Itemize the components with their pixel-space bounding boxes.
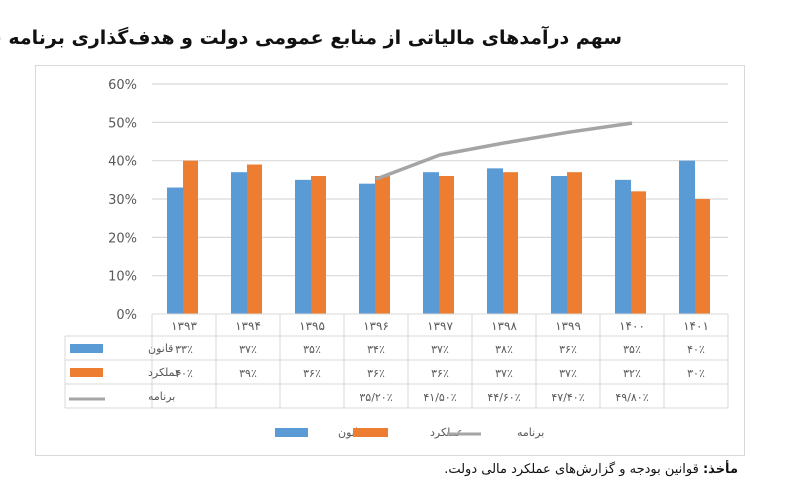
bar-law [295, 179, 311, 314]
source-text: قوانین بودجه و گزارش‌های عملکرد مالی دول… [444, 462, 699, 477]
legend-swatch [70, 368, 103, 377]
legend-swatch [70, 344, 103, 353]
bar-performance [311, 176, 326, 314]
legend-law-swatch [275, 428, 308, 437]
table-cell: ۴۹/۸۰٪ [615, 391, 648, 404]
bar-performance [247, 164, 262, 314]
chart-frame [35, 65, 745, 456]
table-cell: ۳۷٪ [431, 343, 449, 356]
bar-law [487, 168, 503, 314]
x-category-label: ۱۴۰۱ [683, 319, 709, 333]
bar-performance [567, 172, 582, 314]
bar-law [615, 179, 631, 314]
x-category-label: ۱۳۹۶ [363, 319, 389, 333]
y-tick-label: 10% [108, 270, 137, 285]
bar-performance [375, 176, 390, 314]
legend-performance-label: عملکرد [430, 426, 464, 439]
table-cell: ۴۷/۴۰٪ [551, 391, 584, 404]
bar-law [423, 172, 439, 314]
bar-performance [183, 160, 198, 314]
table-cell: ۴۰٪ [175, 367, 193, 380]
table-cell: ۳۵٪ [303, 343, 321, 356]
bar-performance [439, 176, 454, 314]
table-cell: ۳۵/۲۰٪ [359, 391, 392, 404]
source-note: مأخذ: قوانین بودجه و گزارش‌های عملکرد ما… [444, 462, 738, 477]
table-row-label: عملکرد [148, 366, 182, 379]
y-tick-label: 40% [108, 155, 137, 170]
table-cell: ۳۷٪ [495, 367, 513, 380]
source-label: مأخذ: [702, 462, 738, 477]
x-category-label: ۱۳۹۳ [171, 319, 197, 333]
x-category-label: ۱۳۹۴ [235, 319, 261, 333]
table-cell: ۳۹٪ [239, 367, 257, 380]
table-cell: ۳۷٪ [239, 343, 257, 356]
table-row-label: قانون [148, 342, 173, 355]
legend-program-label: برنامه [517, 426, 544, 439]
table-cell: ۳۶٪ [303, 367, 321, 380]
table-cell: ۴۱/۵۰٪ [423, 391, 456, 404]
legend-performance-swatch [353, 428, 388, 437]
x-category-label: ۱۳۹۵ [299, 319, 325, 333]
y-tick-label: 20% [108, 231, 137, 246]
table-cell: ۳۴٪ [367, 343, 385, 356]
table-cell: ۳۶٪ [559, 343, 577, 356]
table-cell: ۳۰٪ [687, 367, 705, 380]
bar-law [359, 183, 375, 314]
bar-law [551, 176, 567, 314]
table-cell: ۳۶٪ [431, 367, 449, 380]
table-cell: ۳۸٪ [495, 343, 513, 356]
bar-performance [503, 172, 518, 314]
chart-title: سهم درآمدهای مالیاتی از منابع عمومی دولت… [0, 27, 622, 49]
table-cell: ۳۶٪ [367, 367, 385, 380]
table-cell: ۳۲٪ [623, 367, 641, 380]
table-cell: ۳۳٪ [175, 343, 193, 356]
bar-performance [631, 191, 646, 314]
bar-law [679, 160, 695, 314]
y-tick-label: 30% [108, 193, 137, 208]
y-tick-label: 0% [116, 308, 137, 323]
y-tick-label: 60% [108, 78, 137, 93]
bar-law [231, 172, 247, 314]
table-cell: ۴۰٪ [687, 343, 705, 356]
table-cell: ۳۵٪ [623, 343, 641, 356]
bar-performance [695, 199, 710, 314]
table-cell: ۴۴/۶۰٪ [487, 391, 520, 404]
y-tick-label: 50% [108, 116, 137, 131]
x-category-label: ۱۳۹۷ [427, 319, 453, 333]
table-row-label: برنامه [148, 390, 175, 403]
line-program [375, 121, 633, 181]
bar-law [167, 187, 183, 314]
x-category-label: ۱۳۹۸ [491, 319, 517, 333]
table-cell: ۳۷٪ [559, 367, 577, 380]
x-category-label: ۱۴۰۰ [619, 319, 645, 333]
x-category-label: ۱۳۹۹ [555, 319, 581, 333]
